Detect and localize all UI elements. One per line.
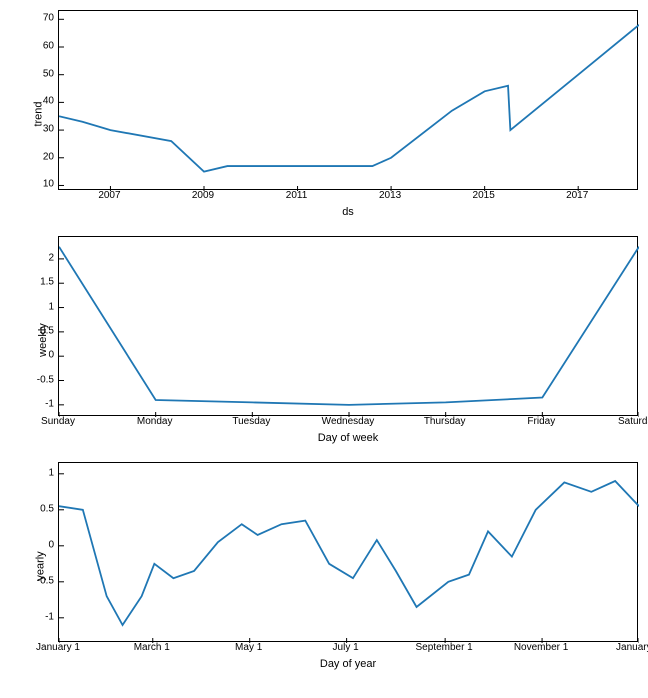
y-tick-label: 30 bbox=[28, 124, 54, 135]
trend-svg bbox=[59, 11, 639, 191]
y-tick-label: -1 bbox=[28, 611, 54, 622]
x-tick-label: Monday bbox=[137, 416, 173, 427]
y-tick-label: 20 bbox=[28, 151, 54, 162]
trend-yticks: 10 20 30 40 50 60 70 bbox=[28, 10, 54, 190]
x-tick-label: Thursday bbox=[424, 416, 466, 427]
yearly-xlabel: Day of year bbox=[58, 658, 638, 670]
trend-plot-area bbox=[58, 10, 638, 190]
yearly-subplot: yearly-1-0.500.51January 1March 1May 1Ju… bbox=[58, 462, 638, 670]
x-tick-label: 2015 bbox=[473, 190, 495, 201]
y-tick-label: 50 bbox=[28, 68, 54, 79]
y-tick-label: 10 bbox=[28, 179, 54, 190]
y-tick-label: 1.5 bbox=[28, 277, 54, 288]
weekly-xticks: SundayMondayTuesdayWednesdayThursdayFrid… bbox=[58, 416, 638, 430]
trend-xlabel: ds bbox=[58, 206, 638, 218]
weekly-yticks: -1 -0.5 0 0.5 1 1.5 2 bbox=[28, 236, 54, 416]
y-tick-label: -0.5 bbox=[28, 575, 54, 586]
weekly-svg bbox=[59, 237, 639, 417]
y-tick-label: -1 bbox=[28, 398, 54, 409]
y-tick-label: 0.5 bbox=[28, 325, 54, 336]
weekly-xlabel: Day of week bbox=[58, 432, 638, 444]
x-tick-label: 2017 bbox=[566, 190, 588, 201]
trend-subplot: trend10203040506070200720092011201320152… bbox=[58, 10, 638, 218]
yearly-xticks: January 1March 1May 1July 1September 1No… bbox=[58, 642, 638, 656]
y-tick-label: 70 bbox=[28, 13, 54, 24]
y-tick-label: 40 bbox=[28, 96, 54, 107]
weekly-plot-area bbox=[58, 236, 638, 416]
y-tick-label: 0.5 bbox=[28, 503, 54, 514]
yearly-svg bbox=[59, 463, 639, 643]
yearly-line bbox=[59, 481, 639, 625]
x-tick-label: 2007 bbox=[98, 190, 120, 201]
y-tick-label: -0.5 bbox=[28, 374, 54, 385]
x-tick-label: 2011 bbox=[286, 190, 308, 201]
y-tick-label: 0 bbox=[28, 539, 54, 550]
yearly-yticks: -1 -0.5 0 0.5 1 bbox=[28, 462, 54, 642]
weekly-line bbox=[59, 247, 639, 405]
x-tick-label: 2009 bbox=[192, 190, 214, 201]
y-tick-label: 2 bbox=[28, 252, 54, 263]
trend-line bbox=[59, 25, 639, 172]
x-tick-label: Sunday bbox=[41, 416, 75, 427]
x-tick-label: 2013 bbox=[379, 190, 401, 201]
y-tick-label: 1 bbox=[28, 467, 54, 478]
y-tick-label: 0 bbox=[28, 350, 54, 361]
x-tick-label: Wednesday bbox=[322, 416, 375, 427]
x-tick-label: Tuesday bbox=[232, 416, 270, 427]
y-tick-label: 1 bbox=[28, 301, 54, 312]
yearly-plot-area bbox=[58, 462, 638, 642]
weekly-subplot: weekly-1-0.500.511.52SundayMondayTuesday… bbox=[58, 236, 638, 444]
trend-xticks: 2007 2009 2011 2013 2015 2017 bbox=[58, 190, 638, 204]
y-tick-label: 60 bbox=[28, 41, 54, 52]
x-tick-label: Friday bbox=[527, 416, 555, 427]
x-tick-label: Saturday bbox=[618, 416, 648, 427]
